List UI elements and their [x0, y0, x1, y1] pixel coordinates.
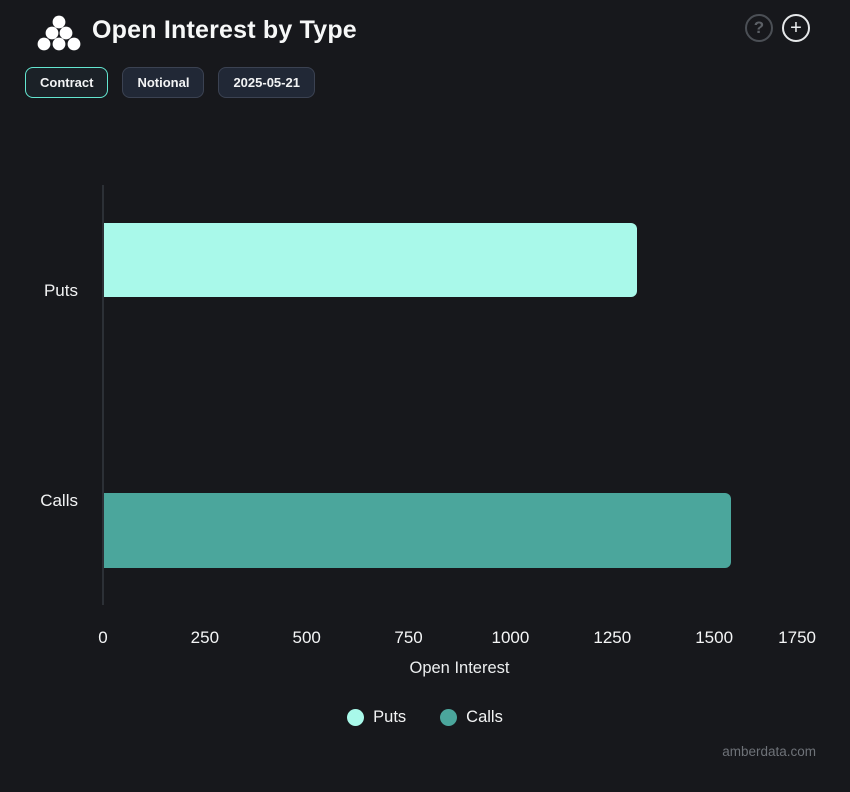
- x-tick-1750: 1750: [778, 628, 816, 647]
- x-axis-ticks: 0 250 500 750 1000 1250 1500 1750: [98, 628, 816, 650]
- page-title: Open Interest by Type: [92, 16, 357, 44]
- y-axis-line: [102, 185, 104, 605]
- amberdata-logo-icon: [37, 15, 81, 51]
- header: Open Interest by Type ? +: [0, 0, 850, 58]
- x-axis-title: Open Interest: [409, 659, 510, 677]
- calls-bar[interactable]: [104, 493, 731, 568]
- help-icon[interactable]: ?: [745, 14, 773, 42]
- x-tick-750: 750: [394, 628, 423, 647]
- x-tick-1000: 1000: [491, 628, 530, 647]
- toolbar: Contract Notional 2025-05-21: [25, 67, 315, 98]
- notional-button[interactable]: Notional: [122, 67, 205, 98]
- contract-button[interactable]: Contract: [25, 67, 109, 98]
- add-icon[interactable]: +: [782, 14, 810, 42]
- watermark: amberdata.com: [722, 744, 816, 759]
- x-tick-0: 0: [98, 628, 108, 647]
- legend-label-puts: Puts: [373, 708, 407, 726]
- puts-bar[interactable]: [104, 223, 637, 297]
- date-button[interactable]: 2025-05-21: [218, 67, 315, 98]
- x-tick-1500: 1500: [695, 628, 734, 647]
- x-tick-250: 250: [190, 628, 220, 647]
- puts-legend-dot-icon: [347, 709, 365, 726]
- x-tick-500: 500: [292, 628, 321, 647]
- legend-label-calls: Calls: [466, 708, 503, 726]
- calls-legend-dot-icon: [440, 709, 458, 726]
- legend-item-puts[interactable]: Puts: [347, 708, 406, 727]
- y-axis-label-calls: Calls: [40, 491, 78, 510]
- legend-item-calls[interactable]: Calls: [440, 708, 503, 727]
- y-axis-label-puts: Puts: [43, 281, 78, 300]
- plot-area: [104, 0, 816, 792]
- x-tick-1250: 1250: [593, 628, 632, 647]
- legend: Puts Calls: [0, 708, 850, 727]
